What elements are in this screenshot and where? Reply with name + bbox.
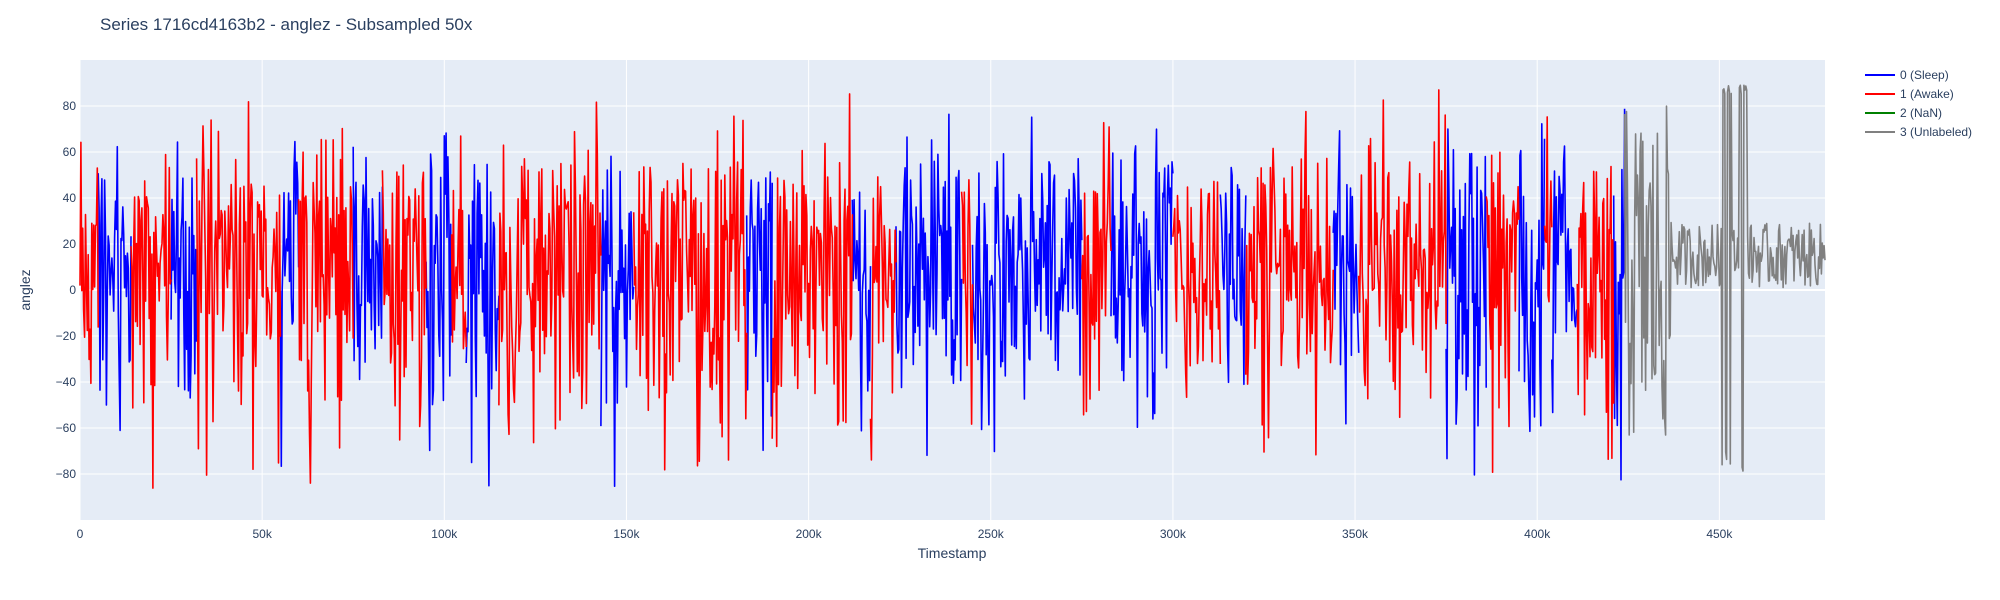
series-line <box>851 191 872 432</box>
y-tick-label: 20 <box>63 237 77 251</box>
series-line <box>771 93 854 448</box>
y-tick-label: 80 <box>63 99 77 113</box>
legend-item-label: 0 (Sleep) <box>1900 68 1949 82</box>
x-tick-label: 150k <box>613 527 640 541</box>
series-line <box>869 176 897 461</box>
series-line <box>465 163 500 487</box>
x-tick-label: 300k <box>1160 527 1187 541</box>
legend: 0 (Sleep) 1 (Awake) 2 (NaN) 3 (Unlabeled) <box>1865 68 1972 139</box>
y-axis-title: anglez <box>17 269 33 310</box>
series-line <box>745 171 774 452</box>
series-line <box>632 115 748 471</box>
series-line <box>279 140 300 468</box>
y-tick-label: 0 <box>69 283 76 297</box>
x-tick-label: 350k <box>1342 527 1369 541</box>
y-tick-label: −60 <box>56 421 77 435</box>
series-line <box>381 164 427 441</box>
y-tick-label: −20 <box>56 329 77 343</box>
series-line <box>1110 128 1174 429</box>
series-line <box>1445 128 1487 476</box>
series-line <box>79 141 99 385</box>
series-line <box>352 146 384 381</box>
series-line <box>1485 151 1520 474</box>
legend-item-label: 2 (NaN) <box>1900 106 1942 120</box>
series-line <box>1172 180 1222 399</box>
legend-item-label: 1 (Awake) <box>1900 87 1954 101</box>
y-tick-label: 60 <box>63 145 77 159</box>
series-line <box>600 155 635 488</box>
x-tick-label: 0 <box>77 527 84 541</box>
x-axis-title: Timestamp <box>918 545 987 561</box>
x-tick-label: 200k <box>796 527 823 541</box>
series-line <box>425 132 453 452</box>
x-axis-ticks: 0 50k 100k 150k 200k 250k 300k 350k 400k 450k <box>77 527 1734 541</box>
series-line <box>297 127 354 484</box>
y-tick-label: −40 <box>56 375 77 389</box>
x-tick-label: 250k <box>978 527 1005 541</box>
series-line <box>195 101 282 476</box>
series-line <box>1332 130 1360 425</box>
series-line <box>1357 89 1447 419</box>
series-line <box>97 145 132 432</box>
legend-item-label: 3 (Unlabeled) <box>1900 125 1972 139</box>
y-tick-label: −80 <box>56 467 77 481</box>
y-axis-ticks: −80 −60 −40 −20 0 20 40 60 80 <box>56 99 77 481</box>
chart-title: Series 1716cd4163b2 - anglez - Subsample… <box>100 15 473 34</box>
series-line <box>1081 121 1112 416</box>
series-line <box>1245 110 1334 456</box>
series-line <box>1612 108 1626 481</box>
series-line <box>170 141 198 399</box>
series-line <box>1518 123 1546 433</box>
series-line <box>960 179 974 425</box>
x-tick-label: 450k <box>1706 527 1733 541</box>
series-line <box>130 153 172 489</box>
x-tick-label: 50k <box>252 527 272 541</box>
series-layer <box>79 84 1826 489</box>
y-tick-label: 40 <box>63 191 77 205</box>
x-tick-label: 100k <box>431 527 458 541</box>
series-line <box>1551 145 1579 414</box>
series-line <box>971 116 1083 453</box>
series-line <box>1576 165 1615 461</box>
series-line <box>1543 116 1553 303</box>
series-line <box>1219 166 1247 386</box>
series-line <box>498 101 602 444</box>
series-line <box>450 135 467 350</box>
series-line <box>895 113 963 457</box>
x-tick-label: 400k <box>1524 527 1551 541</box>
series-line <box>1623 84 1826 472</box>
